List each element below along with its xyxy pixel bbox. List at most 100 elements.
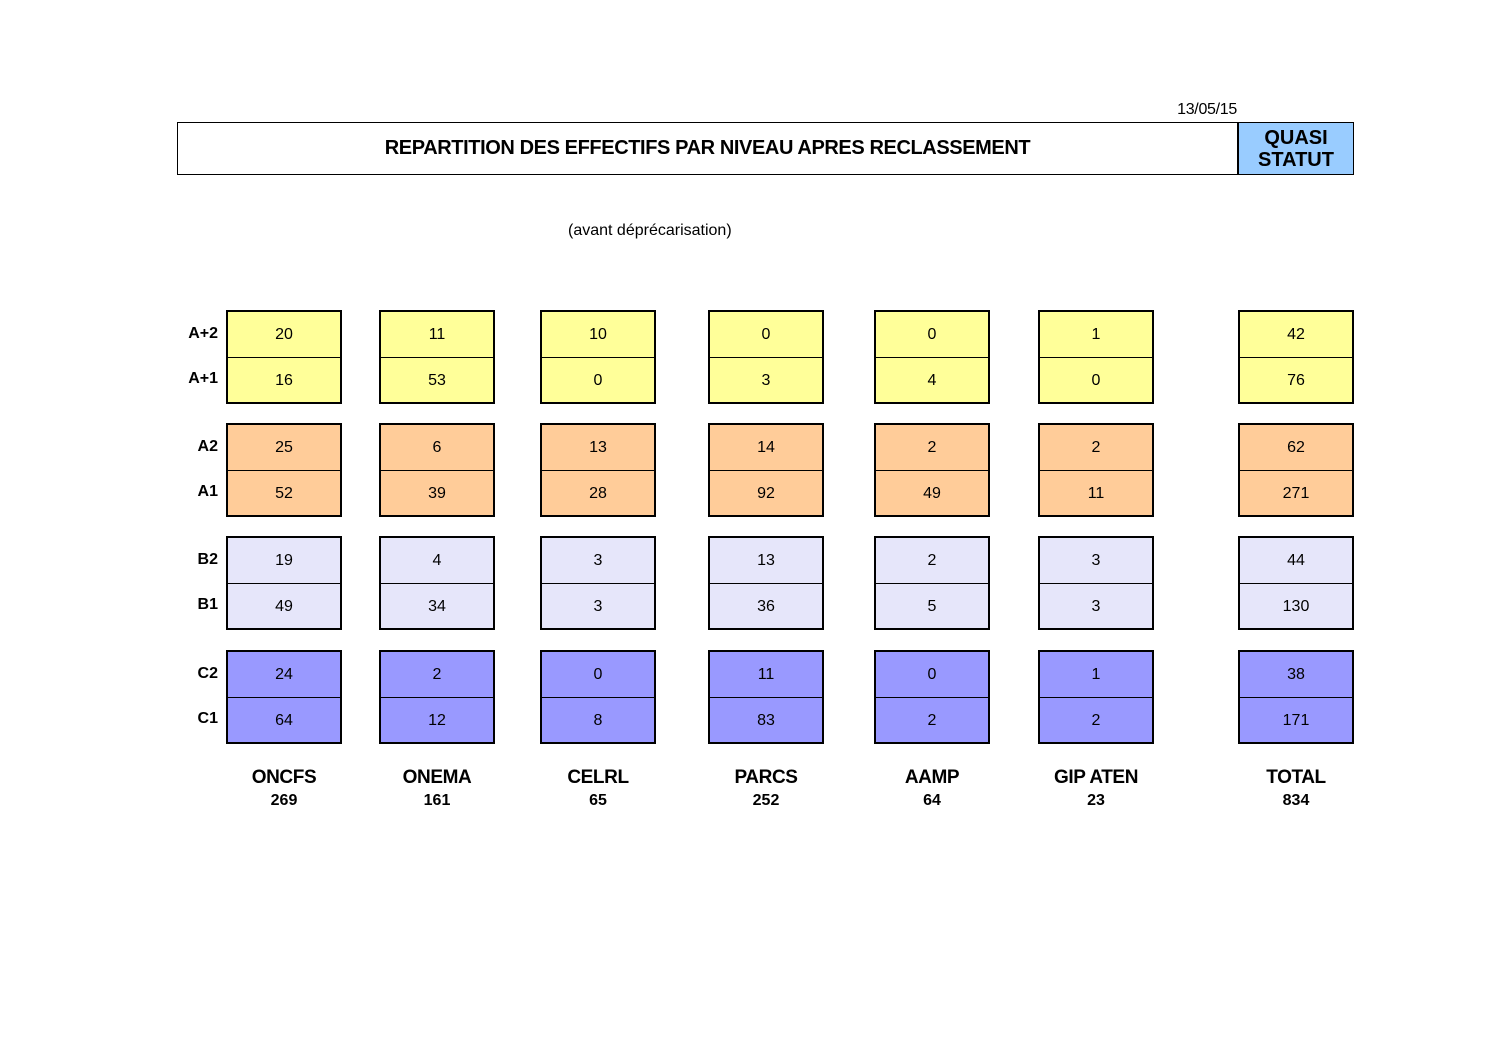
row-label: C2 (197, 665, 218, 682)
column-name: GIP ATEN (1053, 767, 1139, 788)
column-total: 23 (1087, 792, 1105, 809)
level-block: 13 28 (540, 423, 656, 517)
subtitle: (avant déprécarisation) (568, 222, 732, 239)
column-name: PARCS (734, 767, 798, 788)
column-total: 269 (270, 792, 298, 809)
table-cell: 6 (381, 425, 493, 471)
table-cell: 44 (1240, 538, 1352, 584)
table-cell: 2 (876, 538, 988, 584)
level-block: 62 271 (1238, 423, 1354, 517)
level-block: 20 16 (226, 310, 342, 404)
row-label: B1 (197, 596, 218, 613)
table-cell: 62 (1240, 425, 1352, 471)
table-cell: 2 (927, 711, 937, 729)
table-cell: 130 (1282, 597, 1310, 615)
table-cell: 28 (589, 484, 607, 502)
column-total: 161 (423, 792, 451, 809)
level-block: 14 92 (708, 423, 824, 517)
table-cell: 11 (381, 312, 493, 358)
table-cell: 2 (381, 652, 493, 698)
table-cell: 36 (757, 597, 775, 615)
level-block: 44 130 (1238, 536, 1354, 630)
table-cell: 2 (1091, 711, 1101, 729)
table-cell: 13 (542, 425, 654, 471)
table-cell: 3 (1091, 597, 1101, 615)
table-cell: 24 (228, 652, 340, 698)
table-cell: 0 (593, 371, 603, 389)
row-label: A2 (197, 438, 218, 455)
table-cell: 10 (542, 312, 654, 358)
table-cell: 42 (1240, 312, 1352, 358)
level-block: 11 53 (379, 310, 495, 404)
row-label: A1 (197, 483, 218, 500)
table-cell: 1 (1040, 652, 1152, 698)
table-cell: 25 (228, 425, 340, 471)
level-block: 24 64 (226, 650, 342, 744)
table-cell: 0 (876, 312, 988, 358)
table-cell: 4 (927, 371, 937, 389)
level-block: 2 11 (1038, 423, 1154, 517)
row-label: B2 (197, 551, 218, 568)
column-total: 64 (923, 792, 941, 809)
table-cell: 19 (228, 538, 340, 584)
table-cell: 34 (428, 597, 446, 615)
table-cell: 0 (876, 652, 988, 698)
table-cell: 8 (593, 711, 603, 729)
table-cell: 92 (757, 484, 775, 502)
table-cell: 49 (923, 484, 941, 502)
table-cell: 38 (1240, 652, 1352, 698)
table-cell: 3 (761, 371, 771, 389)
level-block: 10 0 (540, 310, 656, 404)
column-name: AAMP (904, 767, 960, 788)
table-cell: 52 (275, 484, 293, 502)
title-box: REPARTITION DES EFFECTIFS PAR NIVEAU APR… (177, 122, 1238, 175)
row-label: A+1 (188, 370, 218, 387)
level-block: 11 83 (708, 650, 824, 744)
level-block: 19 49 (226, 536, 342, 630)
column-total: 834 (1282, 792, 1310, 809)
table-cell: 3 (593, 597, 603, 615)
table-cell: 11 (710, 652, 822, 698)
table-cell: 3 (542, 538, 654, 584)
level-block: 42 76 (1238, 310, 1354, 404)
table-cell: 39 (428, 484, 446, 502)
level-block: 38 171 (1238, 650, 1354, 744)
table-cell: 53 (428, 371, 446, 389)
table-cell: 20 (228, 312, 340, 358)
badge-line-1: QUASI (1264, 126, 1328, 149)
table-cell: 11 (1087, 484, 1105, 502)
table-cell: 2 (1040, 425, 1152, 471)
level-block: 6 39 (379, 423, 495, 517)
table-cell: 12 (428, 711, 446, 729)
level-block: 2 49 (874, 423, 990, 517)
level-block: 4 34 (379, 536, 495, 630)
table-cell: 16 (275, 371, 293, 389)
level-block: 13 36 (708, 536, 824, 630)
page-title: REPARTITION DES EFFECTIFS PAR NIVEAU APR… (384, 137, 1031, 159)
column-total: 252 (752, 792, 780, 809)
badge-line-2: STATUT (1258, 148, 1334, 171)
table-cell: 13 (710, 538, 822, 584)
level-block: 25 52 (226, 423, 342, 517)
table-cell: 3 (1040, 538, 1152, 584)
table-cell: 14 (710, 425, 822, 471)
table-cell: 171 (1282, 711, 1310, 729)
table-cell: 5 (927, 597, 937, 615)
column-name: ONEMA (402, 767, 472, 788)
table-cell: 49 (275, 597, 293, 615)
table-cell: 1 (1040, 312, 1152, 358)
table-cell: 64 (275, 711, 293, 729)
date-label: 13/05/15 (1177, 101, 1237, 118)
row-label: C1 (197, 710, 218, 727)
quasi-statut-badge: QUASI STATUT (1238, 122, 1354, 175)
column-name: CELRL (567, 767, 629, 788)
